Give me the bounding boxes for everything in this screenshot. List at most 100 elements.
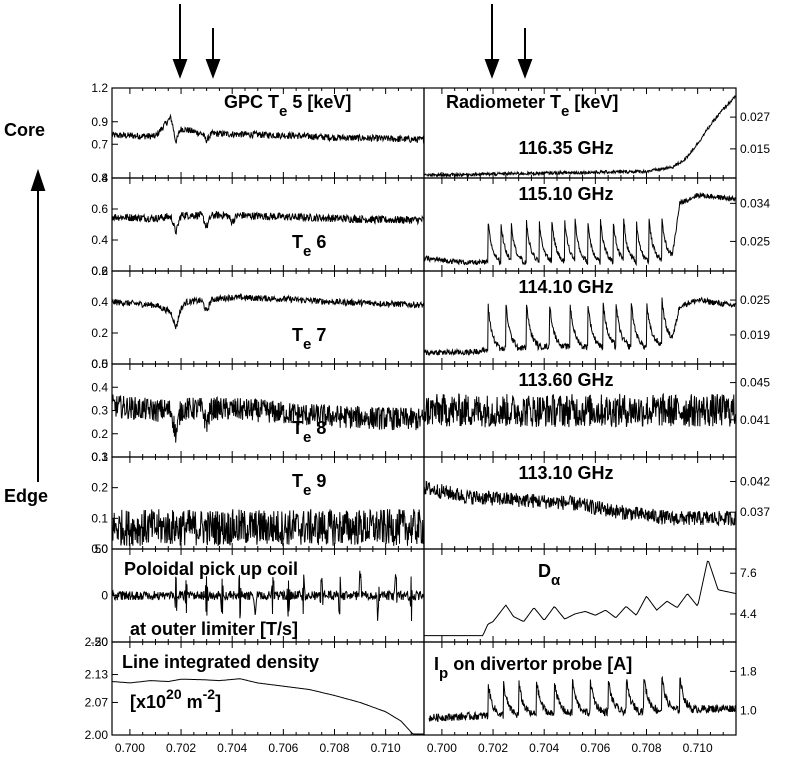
panel-left-2: 0.6 0.4 0.2 0.0 Te 7 xyxy=(91,264,425,371)
x-tick-label: 0.700 xyxy=(115,741,145,755)
x-tick-label: 0.706 xyxy=(580,741,610,755)
panel-title: Dα xyxy=(538,561,561,589)
arrowhead-1 xyxy=(172,59,188,79)
series-line xyxy=(423,392,737,428)
panel-right-0: 0.027 0.015 Radiometer Te [keV] 116.35 GHz xyxy=(423,87,770,179)
y-tick-label: 0.015 xyxy=(740,142,770,156)
edge-label: Edge xyxy=(4,486,48,506)
y-tick-label: 0.5 xyxy=(91,357,108,371)
x-tick-label: 0.708 xyxy=(631,741,661,755)
series-line xyxy=(111,678,424,735)
y-tick-label: 2.13 xyxy=(85,668,109,682)
series-line xyxy=(423,192,737,267)
arrowhead-2 xyxy=(205,59,221,79)
panel-subtitle: at outer limiter [T/s] xyxy=(130,619,298,639)
panel-right-6: 1.8 1.0 Ip on divertor probe [A] xyxy=(423,641,757,736)
y-tick-label: 0.4 xyxy=(91,171,108,185)
panels: 1.2 0.9 0.7 0.4 GPC Te 5 [keV] 0.8 0.6 0.4 0.2 Te… xyxy=(85,81,771,742)
y-tick-label: 0.045 xyxy=(740,376,770,390)
x-tick-label: 0.708 xyxy=(319,741,349,755)
arrowhead-3 xyxy=(484,59,500,79)
y-tick-label: 0.7 xyxy=(91,137,108,151)
panel-frequency-label: 115.10 GHz xyxy=(518,184,613,204)
y-tick-label: 1.8 xyxy=(740,664,757,678)
panel-frequency-label: 116.35 GHz xyxy=(518,138,613,158)
panel-left-5: 50 0 -50 Poloidal pick up coil at outer limi… xyxy=(91,542,425,649)
x-tick-label: 0.710 xyxy=(371,741,401,755)
series-line xyxy=(423,94,737,179)
y-tick-label: 0.2 xyxy=(91,427,108,441)
y-tick-label: 0.041 xyxy=(740,413,770,427)
arrowhead-4 xyxy=(517,59,533,79)
y-tick-label: 0 xyxy=(101,589,108,603)
y-tick-label: 0.2 xyxy=(91,264,108,278)
y-tick-label: 4.4 xyxy=(740,607,757,621)
y-tick-label: 0.034 xyxy=(740,196,770,210)
x-tick-label: 0.702 xyxy=(478,741,508,755)
y-tick-label: -50 xyxy=(91,635,109,649)
panel-frame xyxy=(423,641,737,736)
panel-title: Te 7 xyxy=(292,325,326,353)
panel-frequency-label: 113.60 GHz xyxy=(518,370,613,390)
panel-left-3: 0.5 0.4 0.3 0.2 0.1 Te 8 xyxy=(91,357,425,464)
series-line xyxy=(428,675,737,723)
panel-left-0: 1.2 0.9 0.7 0.4 GPC Te 5 [keV] xyxy=(91,81,425,185)
panel-right-5: 7.6 4.4 Dα xyxy=(423,548,757,643)
x-tick-label: 0.710 xyxy=(683,741,713,755)
y-tick-label: 0.025 xyxy=(740,293,770,307)
y-tick-label: 1.2 xyxy=(91,81,108,95)
x-tick-label: 0.700 xyxy=(427,741,457,755)
panel-frame xyxy=(111,270,425,365)
series-line xyxy=(111,210,425,235)
y-tick-label: 0.027 xyxy=(740,110,770,124)
series-line xyxy=(111,113,425,144)
panel-title: Te 6 xyxy=(292,232,326,260)
y-tick-label: 0.4 xyxy=(91,295,108,309)
panel-left-6: 2.20 2.13 2.07 2.00 Line integrated density [… xyxy=(85,635,425,742)
y-tick-label: 0.019 xyxy=(740,328,770,342)
y-tick-label: 0.1 xyxy=(91,450,108,464)
series-line xyxy=(111,292,425,330)
panel-title: Te 9 xyxy=(292,471,326,499)
series-line xyxy=(423,480,737,527)
panel-title: Poloidal pick up coil xyxy=(124,559,298,579)
series-line xyxy=(111,508,425,546)
series-line xyxy=(111,570,425,622)
series-line xyxy=(423,296,736,357)
x-tick-label: 0.702 xyxy=(166,741,196,755)
y-tick-label: 1.0 xyxy=(740,704,757,718)
panel-right-3: 0.045 0.041 113.60 GHz xyxy=(423,363,770,458)
panel-title: Radiometer Te [keV] xyxy=(446,92,618,120)
x-tick-labels: 0.700 0.702 0.704 0.706 0.708 0.710 0.700 0.702… xyxy=(115,741,713,755)
y-tick-label: 50 xyxy=(95,542,109,556)
event-arrows xyxy=(172,4,533,79)
y-tick-label: 2.07 xyxy=(85,695,109,709)
panel-right-4: 0.042 0.037 113.10 GHz xyxy=(423,456,770,550)
y-tick-label: 0.2 xyxy=(91,481,108,495)
panel-frequency-label: 113.10 GHz xyxy=(518,463,613,483)
y-tick-label: 0.1 xyxy=(91,511,108,525)
panel-left-1: 0.8 0.6 0.4 0.2 Te 6 xyxy=(91,171,425,278)
y-tick-label: 2.00 xyxy=(85,728,109,742)
y-tick-label: 0.4 xyxy=(91,380,108,394)
y-tick-label: 0.4 xyxy=(91,233,108,247)
y-tick-label: 0.0 xyxy=(91,357,108,371)
x-tick-label: 0.704 xyxy=(529,741,559,755)
y-tick-label: 0.2 xyxy=(91,326,108,340)
y-tick-label: 0.037 xyxy=(740,505,770,519)
series-line xyxy=(424,560,737,637)
y-tick-label: 7.6 xyxy=(740,566,757,580)
x-tick-label: 0.706 xyxy=(268,741,298,755)
x-tick-label: 0.704 xyxy=(217,741,247,755)
panel-title: Ip on divertor probe [A] xyxy=(434,654,632,682)
y-tick-label: 0.9 xyxy=(91,115,108,129)
panel-right-1: 0.034 0.025 115.10 GHz xyxy=(423,177,770,272)
y-tick-label: 0.8 xyxy=(91,171,108,185)
core-edge-arrow xyxy=(30,168,46,482)
panel-title: GPC Te 5 [keV] xyxy=(224,92,351,120)
y-tick-label: 2.20 xyxy=(85,635,109,649)
y-tick-label: 0.6 xyxy=(91,264,108,278)
y-tick-label: 0.3 xyxy=(91,450,108,464)
panel-subtitle: [x1020 m-2] xyxy=(130,686,221,712)
